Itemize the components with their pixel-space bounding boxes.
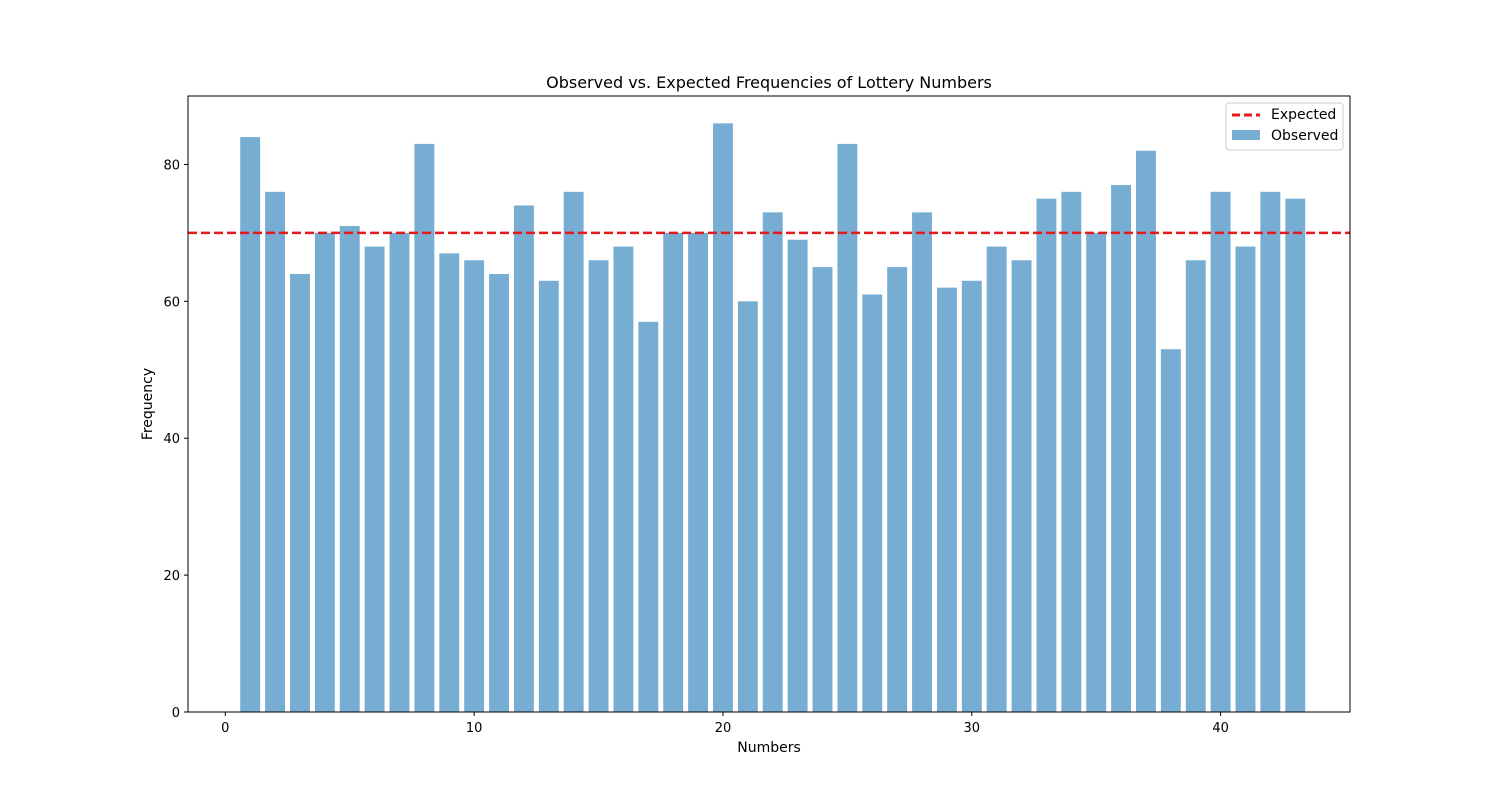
x-tick-label: 20	[715, 721, 732, 736]
bar-40	[1210, 191, 1231, 713]
bar-21	[737, 301, 758, 712]
bar-32	[1011, 260, 1032, 712]
bars-group	[240, 123, 1306, 713]
legend: Expected Observed	[1225, 102, 1344, 151]
bar-23	[787, 239, 808, 712]
bar-38	[1160, 349, 1181, 712]
bar-36	[1111, 184, 1132, 712]
bar-3	[290, 273, 310, 712]
bar-35	[1086, 232, 1107, 712]
bar-2	[265, 191, 286, 713]
y-tick-label: 60	[163, 295, 180, 310]
bar-34	[1061, 191, 1082, 713]
bar-42	[1260, 191, 1281, 713]
bar-15	[588, 260, 609, 712]
bar-27	[887, 267, 908, 712]
x-tick-label: 40	[1212, 721, 1229, 736]
legend-expected-label: Expected	[1271, 107, 1336, 123]
bar-43	[1285, 198, 1306, 712]
y-tick-label: 0	[172, 706, 180, 721]
bar-39	[1185, 260, 1206, 712]
bar-1	[240, 137, 261, 713]
bar-10	[464, 260, 485, 712]
chart-title: Observed vs. Expected Frequencies of Lot…	[546, 73, 992, 92]
bar-6	[364, 246, 385, 713]
bar-7	[389, 232, 410, 712]
bar-14	[563, 191, 584, 713]
x-axis-ticks: 0 10 20 30 40	[221, 712, 1229, 736]
legend-observed-label: Observed	[1271, 128, 1338, 144]
bar-13	[538, 280, 559, 712]
y-axis-ticks: 0 20 40 60 80	[163, 158, 188, 721]
bar-12	[513, 205, 534, 712]
legend-observed-swatch	[1232, 130, 1260, 140]
x-axis-label: Numbers	[737, 740, 801, 756]
bar-18	[663, 232, 684, 712]
bar-30	[961, 280, 982, 712]
bar-8	[414, 143, 435, 712]
bar-25	[837, 143, 858, 712]
bar-20	[713, 123, 733, 712]
bar-33	[1036, 198, 1057, 712]
bar-9	[439, 253, 460, 712]
y-axis-label: Frequency	[140, 368, 156, 440]
x-tick-label: 10	[466, 721, 483, 736]
bar-26	[862, 294, 883, 712]
y-tick-label: 80	[163, 158, 180, 173]
bar-37	[1136, 150, 1156, 712]
bar-5	[339, 226, 360, 713]
bar-19	[688, 232, 709, 712]
bar-22	[762, 212, 783, 712]
y-tick-label: 40	[163, 432, 180, 447]
bar-24	[812, 267, 833, 712]
plot-frame	[187, 95, 1351, 713]
y-tick-label: 20	[163, 569, 180, 584]
bar-31	[986, 246, 1007, 713]
x-tick-label: 0	[221, 721, 229, 736]
bar-41	[1235, 246, 1256, 713]
x-tick-label: 30	[964, 721, 981, 736]
bar-4	[314, 232, 335, 712]
bar-29	[936, 287, 957, 712]
bar-11	[489, 273, 509, 712]
bar-28	[912, 212, 932, 712]
bar-16	[613, 246, 634, 713]
bar-17	[638, 321, 659, 712]
